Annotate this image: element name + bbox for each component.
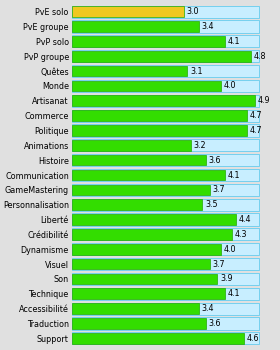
Bar (72, 6, 184, 17)
Bar (72, 95, 258, 107)
Bar (72, 303, 199, 314)
Text: 3.4: 3.4 (201, 304, 214, 313)
Text: 4.7: 4.7 (250, 126, 263, 135)
Text: 4.3: 4.3 (235, 230, 248, 239)
Bar (72, 154, 258, 166)
Bar (72, 140, 191, 150)
Text: 4.6: 4.6 (246, 334, 259, 343)
Bar (72, 6, 258, 18)
Bar (72, 125, 247, 136)
Bar (72, 259, 210, 270)
Bar (72, 20, 258, 33)
Bar (72, 184, 258, 196)
Text: 4.1: 4.1 (227, 289, 240, 298)
Bar (72, 80, 258, 92)
Bar (72, 318, 206, 329)
Text: 3.1: 3.1 (190, 66, 203, 76)
Bar (72, 198, 258, 211)
Bar (72, 302, 258, 315)
Text: 3.7: 3.7 (213, 186, 225, 194)
Bar (72, 214, 258, 226)
Bar (72, 110, 258, 122)
Bar (72, 110, 247, 121)
Text: 3.5: 3.5 (205, 200, 218, 209)
Bar (72, 96, 255, 106)
Bar (72, 169, 258, 181)
Bar (72, 51, 251, 62)
Text: 3.7: 3.7 (213, 260, 225, 268)
Text: 4.8: 4.8 (254, 52, 266, 61)
Text: 3.6: 3.6 (209, 319, 221, 328)
Text: 4.1: 4.1 (227, 37, 240, 46)
Bar (72, 170, 225, 180)
Bar (72, 288, 258, 300)
Text: 3.0: 3.0 (186, 7, 199, 16)
Bar (72, 333, 244, 344)
Text: 4.1: 4.1 (227, 170, 240, 180)
Bar (72, 65, 258, 77)
Bar (72, 274, 217, 284)
Text: 4.9: 4.9 (257, 96, 270, 105)
Bar (72, 332, 258, 344)
Text: 4.0: 4.0 (224, 82, 236, 90)
Bar (72, 228, 258, 240)
Bar (72, 80, 221, 91)
Bar (72, 199, 202, 210)
Bar (72, 139, 258, 152)
Bar (72, 258, 258, 270)
Text: 3.6: 3.6 (209, 156, 221, 164)
Text: 3.4: 3.4 (201, 22, 214, 31)
Bar (72, 214, 236, 225)
Bar (72, 317, 258, 330)
Text: 4.0: 4.0 (224, 245, 236, 254)
Bar (72, 229, 232, 240)
Bar (72, 66, 188, 76)
Bar (72, 35, 258, 48)
Bar (72, 50, 258, 62)
Bar (72, 244, 221, 254)
Text: 4.7: 4.7 (250, 111, 263, 120)
Bar (72, 21, 199, 32)
Text: 4.4: 4.4 (239, 215, 251, 224)
Bar (72, 155, 206, 166)
Bar (72, 36, 225, 47)
Text: 3.9: 3.9 (220, 274, 233, 284)
Text: 3.2: 3.2 (194, 141, 206, 150)
Bar (72, 273, 258, 285)
Bar (72, 124, 258, 136)
Bar (72, 243, 258, 255)
Bar (72, 288, 225, 299)
Bar (72, 184, 210, 195)
